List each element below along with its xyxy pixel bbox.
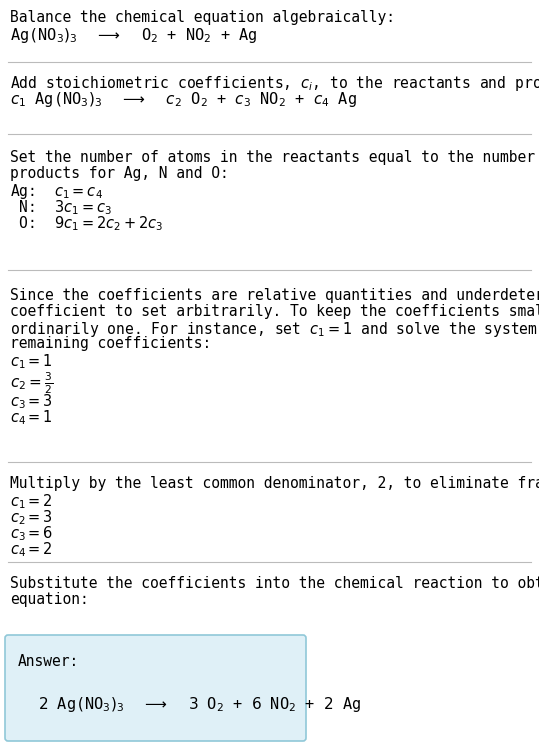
- Text: $c_2 = \frac{3}{2}$: $c_2 = \frac{3}{2}$: [10, 370, 53, 396]
- Text: O:  $9 c_1 = 2 c_2 + 2 c_3$: O: $9 c_1 = 2 c_2 + 2 c_3$: [10, 214, 163, 232]
- Text: Since the coefficients are relative quantities and underdetermined, choose a: Since the coefficients are relative quan…: [10, 288, 539, 303]
- Text: Ag(NO$_3)_3$  $\longrightarrow$  O$_2$ + NO$_2$ + Ag: Ag(NO$_3)_3$ $\longrightarrow$ O$_2$ + N…: [10, 26, 258, 45]
- Text: $c_3 = 3$: $c_3 = 3$: [10, 392, 53, 411]
- Text: coefficient to set arbitrarily. To keep the coefficients small, the arbitrary va: coefficient to set arbitrarily. To keep …: [10, 304, 539, 319]
- Text: Substitute the coefficients into the chemical reaction to obtain the balanced: Substitute the coefficients into the che…: [10, 576, 539, 591]
- FancyBboxPatch shape: [5, 635, 306, 741]
- Text: $2$ Ag(NO$_3)_3$  $\longrightarrow$  $3$ O$_2$ + $6$ NO$_2$ + $2$ Ag: $2$ Ag(NO$_3)_3$ $\longrightarrow$ $3$ O…: [38, 695, 361, 714]
- Text: $c_4 = 2$: $c_4 = 2$: [10, 540, 53, 559]
- Text: remaining coefficients:: remaining coefficients:: [10, 336, 211, 351]
- Text: $c_1$ Ag(NO$_3)_3$  $\longrightarrow$  $c_2$ O$_2$ + $c_3$ NO$_2$ + $c_4$ Ag: $c_1$ Ag(NO$_3)_3$ $\longrightarrow$ $c_…: [10, 90, 357, 109]
- Text: $c_1 = 1$: $c_1 = 1$: [10, 352, 53, 371]
- Text: $c_4 = 1$: $c_4 = 1$: [10, 408, 53, 426]
- Text: Balance the chemical equation algebraically:: Balance the chemical equation algebraica…: [10, 10, 395, 25]
- Text: $c_1 = 2$: $c_1 = 2$: [10, 492, 53, 511]
- Text: Ag:  $c_1 = c_4$: Ag: $c_1 = c_4$: [10, 182, 103, 201]
- Text: Answer:: Answer:: [18, 654, 79, 669]
- Text: $c_3 = 6$: $c_3 = 6$: [10, 524, 53, 543]
- Text: products for Ag, N and O:: products for Ag, N and O:: [10, 166, 229, 181]
- Text: Set the number of atoms in the reactants equal to the number of atoms in the: Set the number of atoms in the reactants…: [10, 150, 539, 165]
- Text: ordinarily one. For instance, set $c_1 = 1$ and solve the system of equations fo: ordinarily one. For instance, set $c_1 =…: [10, 320, 539, 339]
- Text: $c_2 = 3$: $c_2 = 3$: [10, 508, 53, 526]
- Text: Multiply by the least common denominator, 2, to eliminate fractional coefficient: Multiply by the least common denominator…: [10, 476, 539, 491]
- Text: N:  $3 c_1 = c_3$: N: $3 c_1 = c_3$: [10, 198, 112, 217]
- Text: Add stoichiometric coefficients, $c_i$, to the reactants and products:: Add stoichiometric coefficients, $c_i$, …: [10, 74, 539, 93]
- Text: equation:: equation:: [10, 592, 89, 607]
